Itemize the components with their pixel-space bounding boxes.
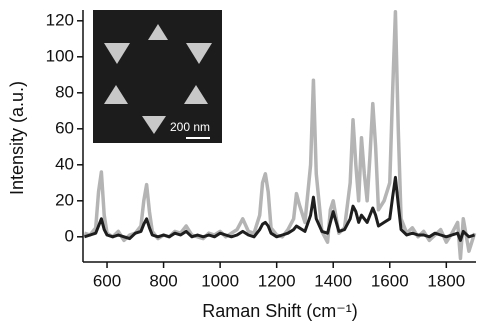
y-tick-label: 40	[55, 154, 74, 173]
inset-image: 200 nm	[93, 10, 222, 143]
x-tick-label: 600	[93, 271, 121, 290]
y-tick-label: 0	[65, 226, 74, 245]
x-axis-title: Raman Shift (cm⁻¹)	[202, 301, 358, 321]
scale-label: 200 nm	[170, 120, 210, 134]
x-tick-label: 800	[149, 271, 177, 290]
y-tick-label: 20	[55, 190, 74, 209]
y-axis-title: Intensity (a.u.)	[7, 81, 27, 195]
y-tick-label: 60	[55, 118, 74, 137]
x-tick-label: 1200	[258, 271, 296, 290]
x-tick-label: 1000	[201, 271, 239, 290]
y-tick-label: 80	[55, 82, 74, 101]
y-tick-label: 120	[46, 10, 74, 29]
x-tick-label: 1600	[371, 271, 409, 290]
y-tick-label: 100	[46, 46, 74, 65]
chart: 0 20 40 60 80 100 120 600 800 1000 1200 1400 1600 180…	[0, 0, 479, 324]
x-tick-label: 1800	[427, 271, 465, 290]
x-tick-label: 1400	[314, 271, 352, 290]
